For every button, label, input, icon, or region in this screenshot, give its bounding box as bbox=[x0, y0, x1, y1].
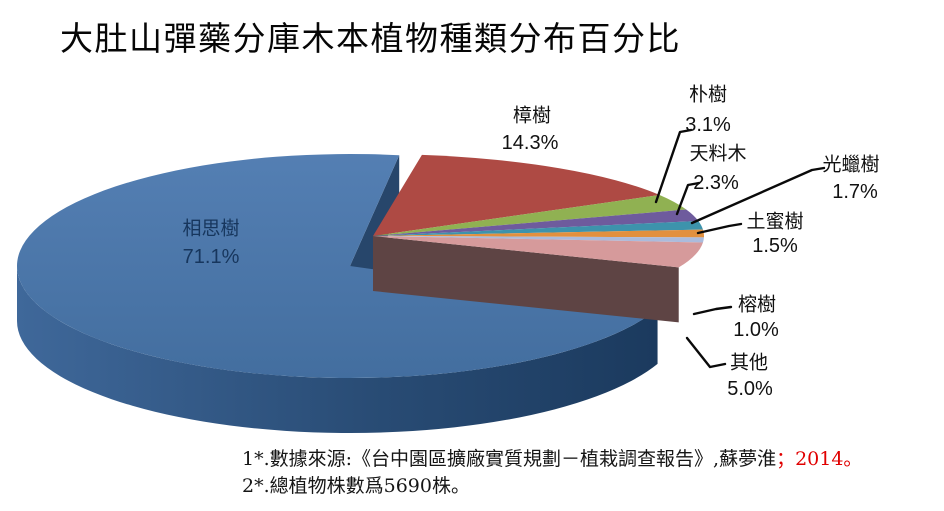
footnote-line-1: 1*.數據來源:《台中園區擴廠實質規劃－植栽調查報告》,蘇夢淮；2014。 bbox=[242, 446, 862, 473]
chart-title: 大肚山彈藥分庫木本植物種類分布百分比 bbox=[60, 19, 681, 58]
pie-slice-group-7 bbox=[373, 236, 703, 323]
slice-percent-5: 1.5% bbox=[752, 235, 798, 257]
leader-line-2 bbox=[654, 128, 693, 204]
slice-label-1: 樟樹 bbox=[512, 105, 552, 127]
pie-slice-0 bbox=[16, 153, 658, 378]
pie-slice-group-5 bbox=[373, 229, 705, 238]
slice-percent-7: 5.0% bbox=[727, 378, 773, 400]
slice-percent-0: 71.1% bbox=[182, 246, 240, 268]
slice-label-6: 榕樹 bbox=[737, 294, 777, 316]
pie-slice-group-2 bbox=[373, 194, 687, 236]
slice-percent-2: 3.1% bbox=[685, 114, 731, 136]
footnote-line-2: 2*.總植物株數爲5690株。 bbox=[242, 475, 470, 497]
leader-line-7 bbox=[685, 336, 727, 369]
pie-slice-1 bbox=[373, 154, 660, 236]
footnote-source-text: 1*.數據來源:《台中園區擴廠實質規劃－植栽調查報告》,蘇夢淮 bbox=[242, 448, 777, 470]
slice-label-3: 天料木 bbox=[689, 143, 747, 165]
pie-slice-4 bbox=[373, 220, 703, 236]
footnote-year-highlight: ；2014。 bbox=[776, 448, 863, 470]
footnotes: 1*.數據來源:《台中園區擴廠實質規劃－植栽調查報告》,蘇夢淮；2014。 2*… bbox=[242, 446, 862, 500]
leader-line-4 bbox=[690, 166, 826, 225]
leader-line-6 bbox=[692, 305, 733, 316]
slice-percent-3: 2.3% bbox=[693, 172, 739, 194]
pie-slice-group-1 bbox=[373, 154, 660, 236]
pie-slice-group-6 bbox=[373, 236, 704, 243]
pie-slice-5 bbox=[373, 229, 705, 238]
slice-percent-4: 1.7% bbox=[832, 181, 878, 203]
pie-slice-6 bbox=[373, 236, 704, 243]
slice-label-0: 相思樹 bbox=[182, 218, 240, 240]
slice-label-7: 其他 bbox=[729, 352, 769, 374]
slice-label-2: 朴樹 bbox=[688, 84, 728, 106]
pie-slice-3 bbox=[373, 209, 699, 236]
slice-percent-6: 1.0% bbox=[733, 319, 779, 341]
pie-slice-group-4 bbox=[373, 220, 703, 236]
pie-rim-0 bbox=[17, 266, 658, 433]
slice-percent-1: 14.3% bbox=[501, 132, 559, 154]
leader-line-5 bbox=[696, 222, 743, 235]
slice-label-5: 土蜜樹 bbox=[746, 211, 804, 233]
pie-slice-group-3 bbox=[373, 209, 699, 236]
pie-cutface-7 bbox=[373, 236, 679, 323]
slice-label-4: 光蠟樹 bbox=[822, 154, 880, 176]
pie-slice-7 bbox=[373, 236, 703, 268]
pie-slice-2 bbox=[373, 194, 687, 236]
leader-line-3 bbox=[675, 181, 701, 216]
